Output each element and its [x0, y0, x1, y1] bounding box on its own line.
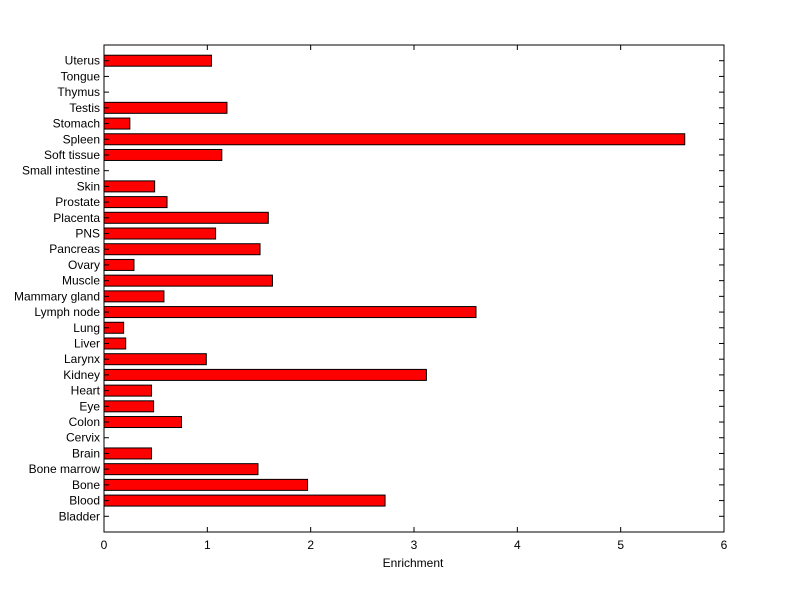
bar-brain	[103, 447, 153, 460]
y-tick-label: Soft tissue	[44, 148, 100, 162]
y-tick-label: Uterus	[65, 54, 100, 68]
y-tick-label: Bone marrow	[29, 462, 101, 476]
bar-kidney	[103, 368, 427, 381]
x-tick-label: 1	[204, 538, 211, 552]
bar-heart	[103, 384, 153, 397]
y-tick-label: Skin	[77, 179, 100, 193]
y-tick-label: Colon	[69, 415, 100, 429]
bar-larynx	[103, 353, 207, 366]
y-tick-label: Heart	[71, 384, 101, 398]
bar-bone-marrow	[103, 463, 259, 476]
y-tick-label: Placenta	[53, 211, 100, 225]
bar-placenta	[103, 211, 269, 224]
plot-area	[104, 45, 724, 532]
y-tick-label: Lung	[73, 321, 100, 335]
y-tick-label: Spleen	[63, 132, 100, 146]
bars-layer	[103, 54, 686, 507]
y-tick-label: Eye	[79, 399, 100, 413]
y-tick-label: Stomach	[53, 117, 100, 131]
bar-uterus	[103, 54, 212, 67]
y-tick-label: Ovary	[68, 258, 100, 272]
y-tick-label: Brain	[72, 446, 100, 460]
y-tick-label: Pancreas	[49, 242, 100, 256]
bar-spleen	[103, 133, 686, 146]
y-tick-label: Kidney	[63, 368, 100, 382]
bar-pancreas	[103, 243, 261, 256]
bar-prostate	[103, 196, 168, 209]
bar-bone	[103, 478, 309, 491]
y-tick-label: Bone	[72, 478, 100, 492]
y-tick-label: Mammary gland	[14, 289, 100, 303]
y-tick-label: Thymus	[57, 85, 100, 99]
y-tick-label: Bladder	[59, 509, 100, 523]
y-tick-label: Cervix	[66, 431, 100, 445]
x-tick-label: 2	[307, 538, 314, 552]
y-tick-label: Prostate	[55, 195, 100, 209]
y-tick-label: PNS	[75, 227, 100, 241]
plot-frame	[103, 44, 725, 533]
bar-blood	[103, 494, 386, 507]
y-tick-label: Lymph node	[34, 305, 100, 319]
y-tick-label: Larynx	[64, 352, 100, 366]
bar-soft-tissue	[103, 148, 223, 161]
y-tick-label: Testis	[69, 101, 100, 115]
y-tick-label: Muscle	[62, 274, 100, 288]
x-tick-label: 4	[514, 538, 521, 552]
y-tick-label: Blood	[69, 494, 100, 508]
bar-pns	[103, 227, 217, 240]
bar-testis	[103, 101, 228, 114]
bar-lymph-node	[103, 306, 477, 319]
y-tick-label: Liver	[74, 336, 100, 350]
y-tick-label: Tongue	[61, 69, 101, 83]
x-tick-label: 5	[617, 538, 624, 552]
x-tick-label: 0	[101, 538, 108, 552]
x-tick-label: 3	[411, 538, 418, 552]
bar-eye	[103, 400, 155, 413]
x-axis-label: Enrichment	[383, 556, 444, 570]
y-tick-label: Small intestine	[22, 164, 100, 178]
bar-skin	[103, 180, 156, 193]
bar-muscle	[103, 274, 273, 287]
x-tick-label: 6	[721, 538, 728, 552]
bar-colon	[103, 416, 182, 429]
bar-mammary-gland	[103, 290, 165, 303]
